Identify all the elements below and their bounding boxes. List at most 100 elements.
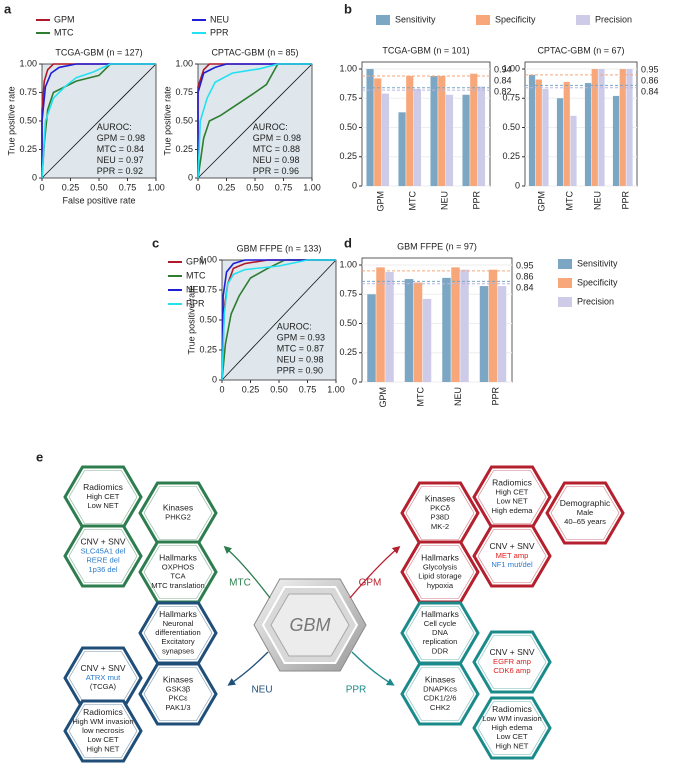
x-tick-label: MTC: [407, 191, 417, 211]
roc-curve: [197, 63, 312, 179]
hex-item: Male: [577, 508, 593, 517]
bar: [398, 112, 406, 186]
auroc-annotation: PPR = 0.92: [97, 166, 143, 176]
bar: [528, 74, 536, 186]
bar: [385, 272, 394, 382]
reference-label: 0.86: [516, 271, 534, 281]
bar: [442, 277, 451, 382]
y-axis-label: True positive rate: [186, 285, 196, 354]
x-tick-label: 0.50: [270, 384, 288, 394]
legend-label: GPM: [54, 14, 75, 24]
auroc-annotation: PPR = 0.96: [253, 166, 299, 176]
hex-item: PKCε: [169, 694, 189, 703]
legend-swatch: [558, 297, 572, 307]
y-tick-label: 0: [188, 172, 193, 182]
x-tick-label: 0: [195, 182, 200, 192]
y-tick-label: 0: [515, 180, 520, 190]
hex-item: PKCδ: [430, 503, 450, 512]
hex-title: CNV + SNV: [80, 663, 125, 673]
hex-item: TCA: [170, 572, 186, 581]
hex-inner: [143, 545, 213, 599]
hex-item: P38D: [431, 513, 451, 522]
reference-label: 0.84: [641, 86, 659, 96]
hex-inner: [477, 529, 547, 583]
arrow: [227, 651, 269, 686]
roc-curve: [197, 63, 312, 179]
x-tick-label: 0.75: [299, 384, 317, 394]
hex-outer: [400, 662, 480, 726]
hex-item: synapses: [162, 646, 194, 655]
y-tick-label: 0: [212, 374, 217, 384]
legend-swatch: [576, 15, 590, 25]
auroc-annotation: MTC = 0.84: [97, 144, 144, 154]
roc-curve: [41, 63, 156, 178]
y-tick-label: 0: [352, 376, 357, 386]
hex-item: Low CET: [496, 732, 528, 741]
y-tick-label: 0: [32, 172, 37, 182]
y-tick-label: 0.75: [502, 93, 520, 103]
hex-item: differentiation: [155, 628, 200, 637]
hex-inner: [143, 667, 213, 721]
hex-item: SLC45A1 del: [81, 546, 126, 555]
x-tick-label: 0.25: [62, 182, 80, 192]
hex-item: High NET: [87, 744, 120, 753]
hex-title: Kinases: [425, 674, 455, 684]
x-tick-label: 0: [39, 182, 44, 192]
x-tick-label: NEU: [592, 191, 602, 210]
hex-item: ATRX mut: [86, 673, 121, 682]
reference-label: 0.82: [494, 86, 512, 96]
panel-label: c: [152, 235, 159, 250]
hex-item: High edema: [492, 723, 534, 732]
cluster-label: PPR: [346, 685, 367, 696]
legend-swatch: [476, 15, 490, 25]
hex-title: Hallmarks: [159, 609, 197, 619]
x-tick-label: 1.00: [147, 182, 165, 192]
y-tick-label: 0: [352, 180, 357, 190]
bar: [451, 267, 460, 382]
hex-inner: [68, 529, 138, 583]
chance-line: [221, 259, 337, 381]
y-tick-label: 0.75: [19, 87, 37, 97]
hex-item: Excitatory: [161, 637, 195, 646]
hex-title: Kinases: [425, 493, 455, 503]
chance-line: [197, 63, 313, 179]
panel-label: a: [4, 1, 12, 16]
bar: [598, 69, 605, 186]
hex-item: DDR: [432, 646, 449, 655]
plot-title: GBM FFPE (n = 133): [237, 243, 322, 253]
hex-item: PHKG2: [165, 513, 191, 522]
hex-item: EGFR amp: [493, 657, 531, 666]
bar: [612, 95, 620, 186]
legend-label: Sensitivity: [577, 258, 618, 268]
bar: [470, 73, 478, 186]
plot-title: TCGA-GBM (n = 127): [55, 47, 142, 57]
bar: [366, 69, 374, 186]
roc-curve: [41, 63, 156, 178]
bar: [477, 86, 486, 186]
hex-item: GSK3β: [166, 684, 191, 693]
reference-label: 0.95: [641, 64, 659, 74]
hex-inner: [405, 667, 475, 721]
hex-item: High edema: [492, 506, 534, 515]
auroc-annotation: GPM = 0.98: [253, 133, 301, 143]
panel-label: b: [344, 1, 352, 16]
panel-label: d: [344, 235, 352, 250]
hex-item: Low NET: [496, 497, 528, 506]
arrow: [223, 545, 271, 599]
bar: [488, 269, 498, 382]
y-tick-label: 0.50: [19, 115, 37, 125]
panel-label: e: [36, 449, 43, 464]
x-axis-label: False positive rate: [62, 195, 135, 205]
x-tick-label: 1.00: [303, 182, 321, 192]
x-tick-label: 0: [219, 384, 224, 394]
plot-title: CPTAC-GBM (n = 85): [211, 47, 298, 57]
hex-item: CDK1/2/6: [424, 694, 457, 703]
hex-item: Glycolysis: [423, 562, 457, 571]
hex-inner: [477, 470, 547, 524]
y-tick-label: 0.75: [339, 93, 357, 103]
bar: [460, 269, 469, 382]
cluster-label: MTC: [229, 578, 251, 589]
auroc-annotation: AUROC:: [97, 122, 132, 132]
x-tick-label: 0.50: [246, 182, 264, 192]
